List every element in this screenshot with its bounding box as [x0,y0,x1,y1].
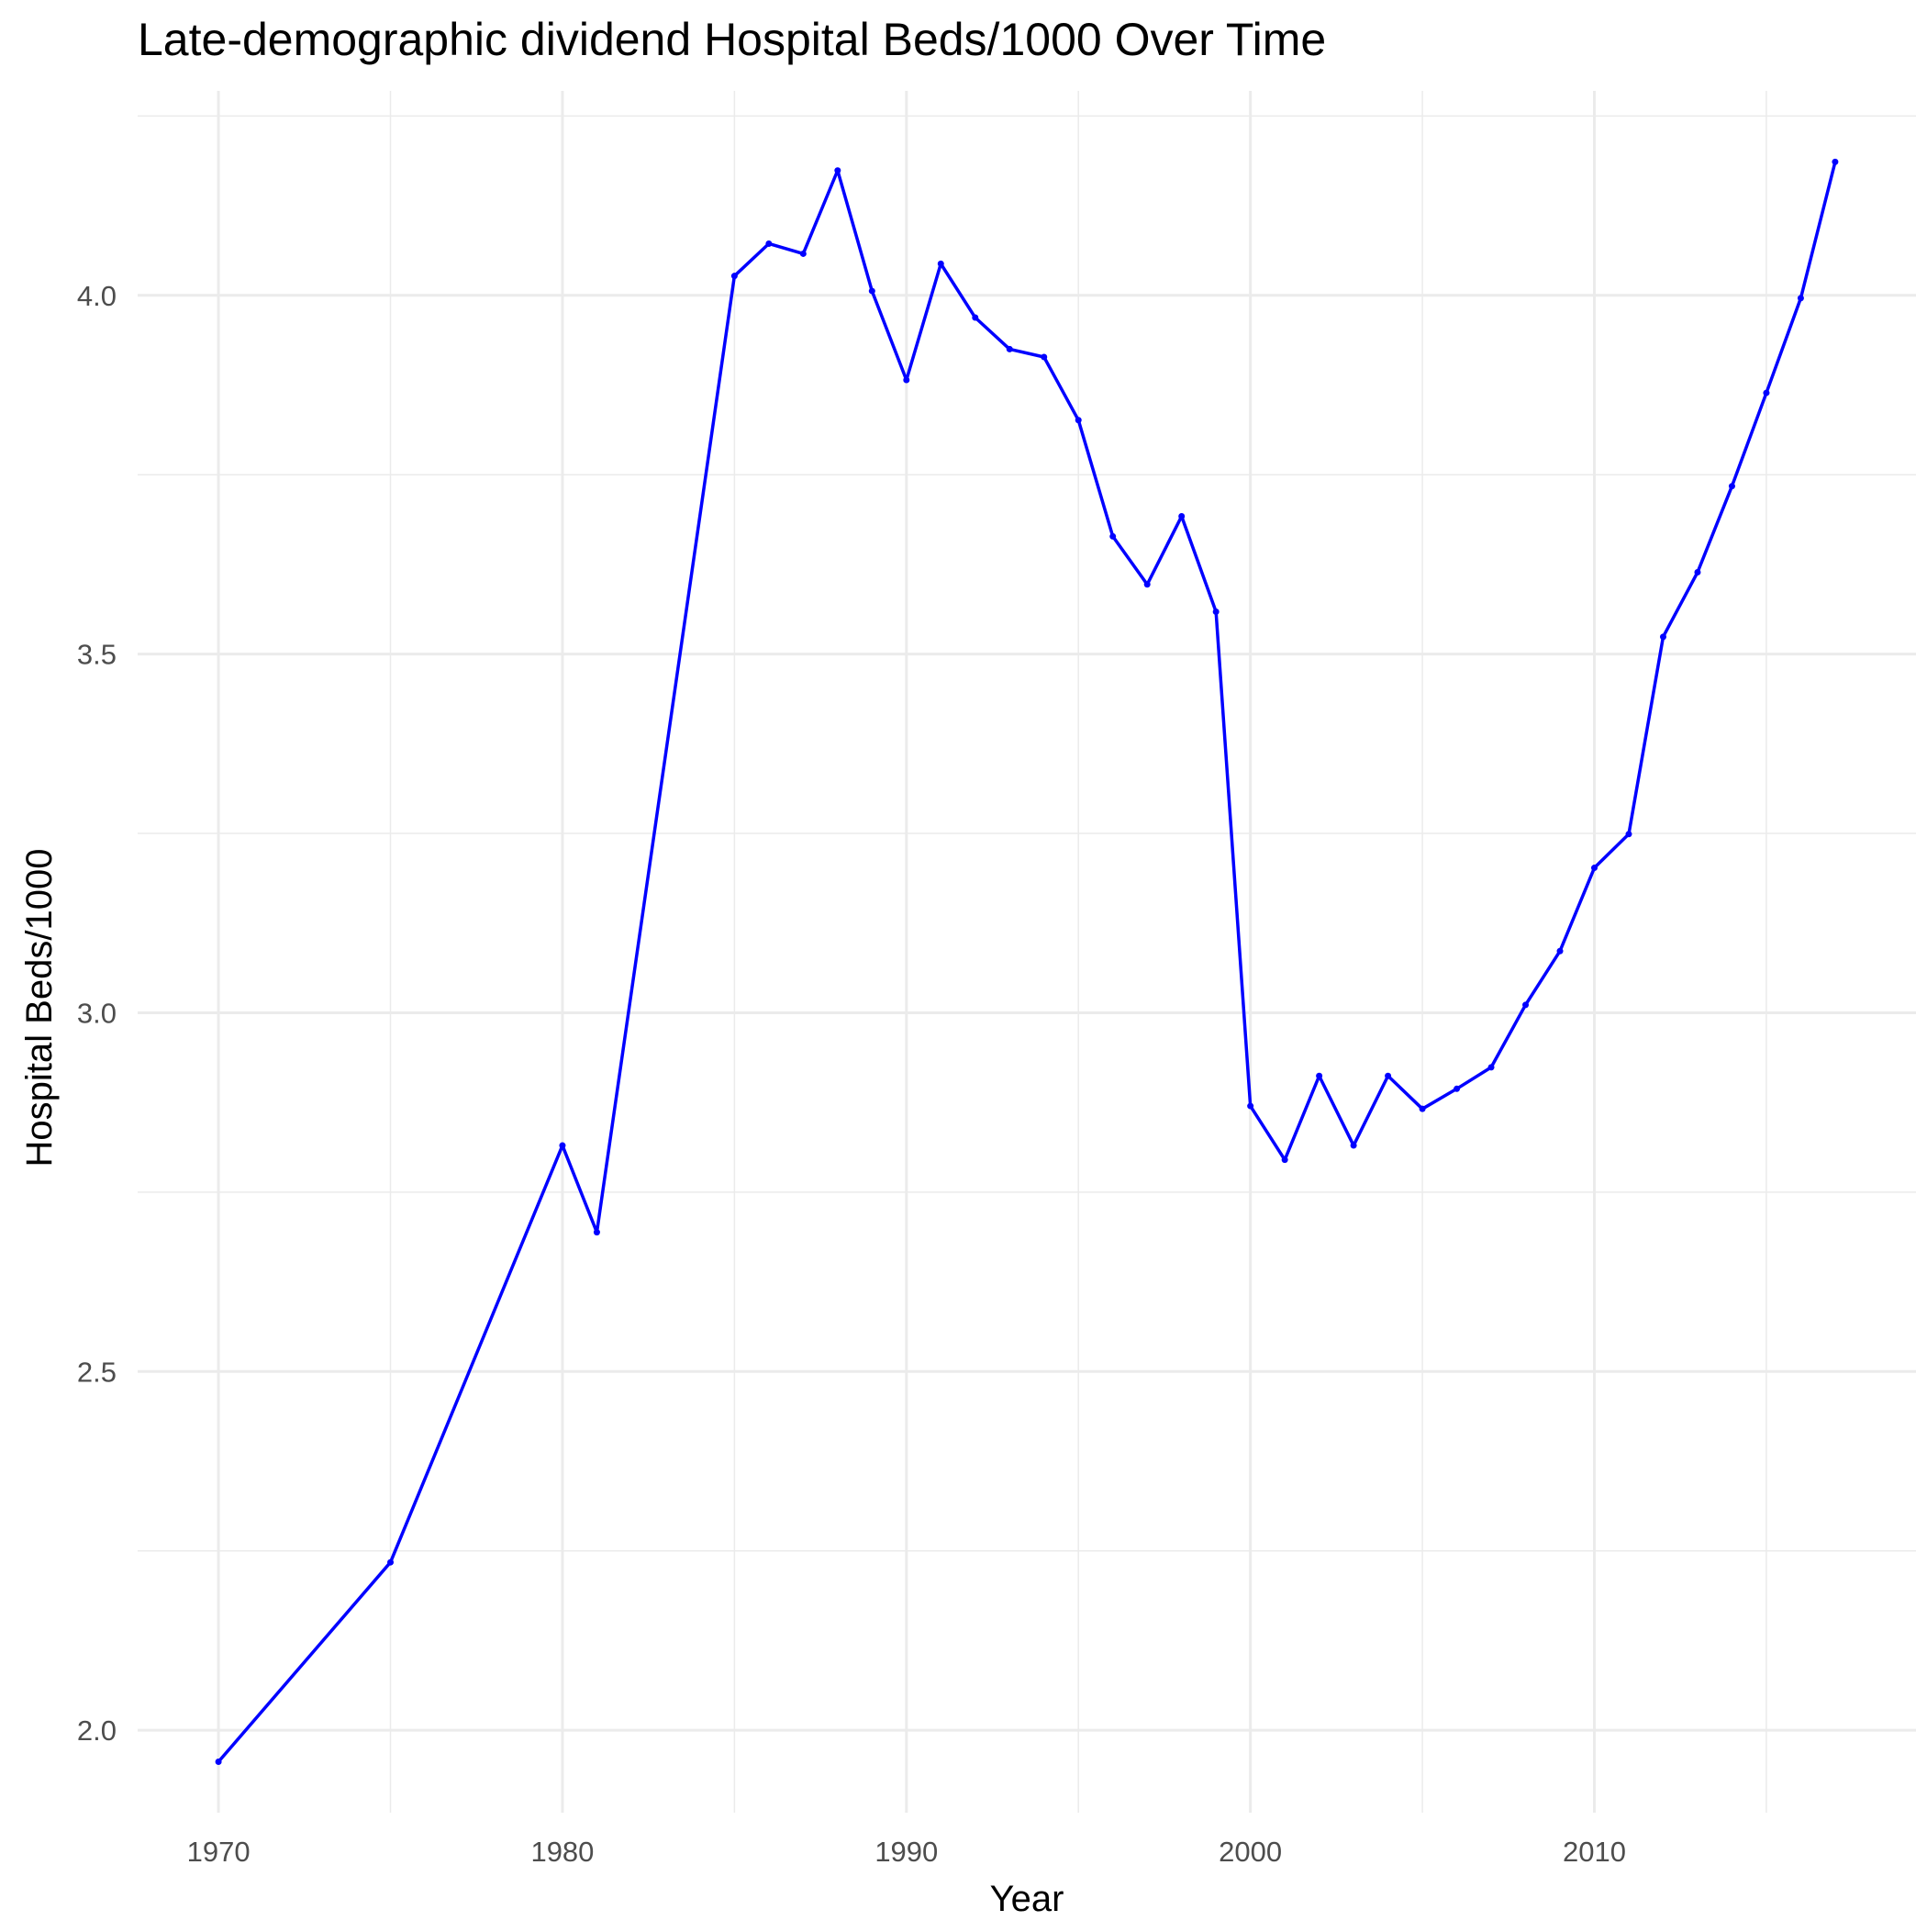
points-layer [215,158,1839,1766]
data-point [1109,532,1117,540]
x-axis-title: Year [990,1879,1064,1919]
grid [138,91,1916,1813]
data-point [765,240,773,247]
data-point [1522,1001,1530,1009]
data-point [387,1558,395,1566]
data-point [730,273,738,280]
y-tick-label: 3.5 [77,639,117,671]
data-point [903,376,910,384]
data-point [1797,295,1804,302]
data-point [1041,353,1048,361]
data-point [972,314,979,321]
data-point [1281,1156,1288,1164]
x-tick-label: 1970 [187,1836,251,1868]
x-axis-ticks: 1970 1980 1990 2000 2010 [187,1836,1626,1868]
series-line [217,160,1837,1764]
y-tick-label: 2.0 [77,1714,117,1747]
series-layer [217,160,1837,1764]
data-point [1728,483,1735,490]
y-tick-label: 3.0 [77,997,117,1029]
data-point [1212,608,1220,615]
data-point [1591,865,1598,872]
data-point [1487,1064,1495,1071]
x-tick-label: 1990 [874,1836,938,1868]
data-point [1763,389,1770,396]
data-point [593,1229,600,1236]
data-point [1143,581,1151,588]
data-point [1694,568,1701,575]
y-axis-title: Hospital Beds/1000 [19,849,60,1167]
data-point [215,1759,222,1766]
data-point [1350,1142,1357,1149]
y-tick-label: 2.5 [77,1356,117,1388]
data-point [1006,345,1013,352]
data-point [937,260,944,267]
data-point [1454,1085,1461,1092]
data-point [868,287,875,295]
data-point [1247,1102,1254,1110]
x-tick-label: 1980 [530,1836,594,1868]
chart-title: Late-demographic dividend Hospital Beds/… [138,14,1326,65]
data-point [834,167,841,174]
data-point [559,1142,566,1149]
y-axis-ticks: 2.0 2.5 3.0 3.5 4.0 [77,280,117,1747]
data-point [1832,158,1839,165]
data-point [1385,1072,1392,1079]
data-point [799,250,807,257]
data-point [1316,1072,1323,1079]
data-point [1659,633,1666,641]
data-point [1556,947,1564,955]
y-tick-label: 4.0 [77,280,117,312]
x-tick-label: 2010 [1563,1836,1626,1868]
x-tick-label: 2000 [1219,1836,1282,1868]
data-point [1075,417,1082,424]
data-point [1419,1105,1426,1112]
data-point [1178,513,1186,520]
data-point [1625,831,1632,838]
